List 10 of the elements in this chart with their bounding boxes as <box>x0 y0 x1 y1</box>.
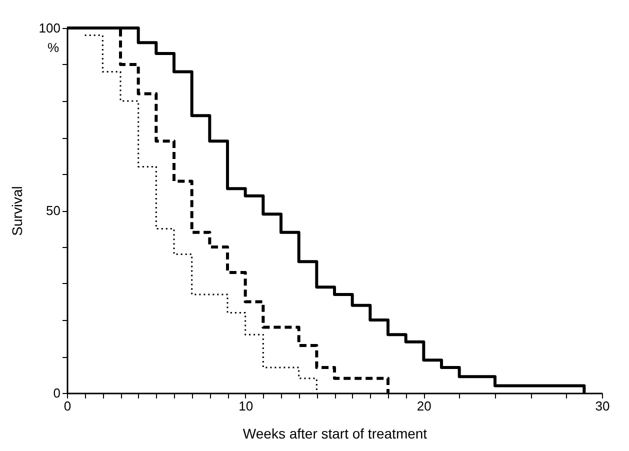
x-tick-label: 0 <box>64 398 72 414</box>
text: % <box>47 40 60 55</box>
y-tick-label: 100 <box>38 20 60 36</box>
x-tick-label: 10 <box>238 398 254 414</box>
y-tick-label: 50 <box>46 203 60 218</box>
x-tick-label: 30 <box>595 398 610 414</box>
y-axis-title: Survival <box>8 186 25 236</box>
x-tick-label: 20 <box>416 398 432 414</box>
x-axis-title: Weeks after start of treatment <box>242 426 428 442</box>
y-tick-label: 0 <box>53 386 60 400</box>
